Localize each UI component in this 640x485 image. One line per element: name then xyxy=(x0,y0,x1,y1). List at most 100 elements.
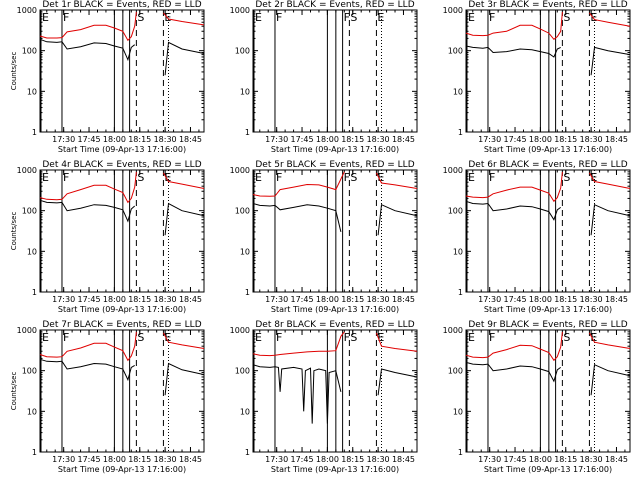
x-tick-label: 18:00 xyxy=(529,135,552,144)
marker-label: E xyxy=(255,171,262,184)
marker-label: F xyxy=(344,171,350,184)
x-axis-label: Start Time (09-Apr-13 17:16:00) xyxy=(58,305,186,314)
y-tick-label: 100 xyxy=(22,367,37,376)
x-tick-label: 17:30 xyxy=(52,295,75,304)
y-tick-label: 1 xyxy=(458,288,463,297)
marker-label: E xyxy=(468,331,475,344)
x-axis-label: Start Time (09-Apr-13 17:16:00) xyxy=(484,145,612,154)
red-lld-line xyxy=(465,11,631,40)
chart-panel-2: Det 2r BLACK = Events, RED = LLD 1 10 100 10… xyxy=(230,0,418,154)
marker-label: S xyxy=(137,331,144,344)
y-tick-label: 100 xyxy=(448,367,463,376)
x-tick-label: 18:15 xyxy=(554,455,577,464)
x-axis-label: Start Time (09-Apr-13 17:16:00) xyxy=(58,465,186,474)
chart-title: Det 1r BLACK = Events, RED = LLD xyxy=(42,0,201,10)
y-tick-label: 1 xyxy=(32,288,37,297)
marker-label: F xyxy=(344,11,350,24)
chart-panel-7: Det 7r BLACK = Events, RED = LLD 1 10 100 10… xyxy=(10,320,205,474)
x-tick-label: 18:00 xyxy=(529,455,552,464)
x-tick-label: 18:15 xyxy=(554,135,577,144)
x-tick-label: 18:15 xyxy=(128,455,151,464)
marker-label: S xyxy=(563,11,570,24)
marker-label: E xyxy=(468,11,475,24)
x-tick-label: 18:15 xyxy=(341,455,364,464)
marker-label: F xyxy=(276,11,282,24)
marker-label: E xyxy=(42,331,49,344)
y-tick-label: 10 xyxy=(240,247,250,256)
y-tick-label: 100 xyxy=(235,47,250,56)
marker-label: E xyxy=(255,331,262,344)
plot-frame xyxy=(39,169,205,293)
x-tick-label: 17:45 xyxy=(503,295,526,304)
y-tick-label: 1 xyxy=(245,288,250,297)
marker-label: F xyxy=(489,11,495,24)
x-tick-label: 17:30 xyxy=(265,135,288,144)
plot-frame xyxy=(465,329,631,453)
marker-label: S xyxy=(137,11,144,24)
y-axis-label: Counts/sec xyxy=(10,212,18,251)
x-tick-label: 18:45 xyxy=(392,455,415,464)
y-tick-label: 1000 xyxy=(230,6,250,15)
y-tick-label: 10 xyxy=(240,407,250,416)
red-lld-line xyxy=(465,171,631,203)
y-tick-label: 1000 xyxy=(230,326,250,335)
marker-label: E xyxy=(377,331,384,344)
x-tick-label: 17:30 xyxy=(265,295,288,304)
marker-label: E xyxy=(377,171,384,184)
marker-label: F xyxy=(276,171,282,184)
x-tick-label: 18:00 xyxy=(103,135,126,144)
marker-label: S xyxy=(563,171,570,184)
chart-title: Det 7r BLACK = Events, RED = LLD xyxy=(42,320,201,330)
marker-label: E xyxy=(590,171,597,184)
x-tick-label: 18:30 xyxy=(367,295,390,304)
y-axis-label: Counts/sec xyxy=(10,372,18,411)
x-tick-label: 18:00 xyxy=(103,295,126,304)
x-axis-label: Start Time (09-Apr-13 17:16:00) xyxy=(484,305,612,314)
chart-title: Det 4r BLACK = Events, RED = LLD xyxy=(42,160,201,170)
x-tick-label: 18:45 xyxy=(179,455,202,464)
x-tick-label: 18:00 xyxy=(316,135,339,144)
y-tick-label: 1000 xyxy=(230,166,250,175)
x-axis-label: Start Time (09-Apr-13 17:16:00) xyxy=(271,145,399,154)
x-tick-label: 17:45 xyxy=(503,135,526,144)
x-tick-label: 18:15 xyxy=(128,295,151,304)
x-axis-label: Start Time (09-Apr-13 17:16:00) xyxy=(271,465,399,474)
y-tick-label: 100 xyxy=(22,207,37,216)
marker-label: S xyxy=(350,171,357,184)
marker-label: E xyxy=(164,171,171,184)
marker-label: F xyxy=(63,331,69,344)
chart-panel-5: Det 5r BLACK = Events, RED = LLD 1 10 100 10… xyxy=(230,160,418,314)
x-tick-label: 18:30 xyxy=(367,135,390,144)
x-tick-label: 17:45 xyxy=(290,135,313,144)
chart-title: Det 5r BLACK = Events, RED = LLD xyxy=(255,160,414,170)
marker-label: E xyxy=(377,11,384,24)
chart-panel-6: Det 6r BLACK = Events, RED = LLD 1 10 100 10… xyxy=(443,160,631,314)
y-tick-label: 1000 xyxy=(17,166,37,175)
y-tick-label: 1 xyxy=(245,128,250,137)
marker-label: S xyxy=(350,331,357,344)
x-tick-label: 18:15 xyxy=(554,295,577,304)
chart-title: Det 8r BLACK = Events, RED = LLD xyxy=(255,320,414,330)
red-lld-line xyxy=(465,331,631,362)
y-tick-label: 1000 xyxy=(443,166,463,175)
marker-label: E xyxy=(42,11,49,24)
y-tick-label: 100 xyxy=(235,367,250,376)
x-tick-label: 17:45 xyxy=(77,455,100,464)
plot-frame xyxy=(39,9,205,133)
plot-frame xyxy=(465,169,631,293)
black-events-line xyxy=(39,199,205,236)
y-tick-label: 100 xyxy=(235,207,250,216)
x-tick-label: 18:45 xyxy=(179,135,202,144)
x-tick-label: 18:00 xyxy=(316,455,339,464)
x-tick-label: 17:45 xyxy=(290,295,313,304)
x-tick-label: 18:30 xyxy=(154,295,177,304)
x-tick-label: 17:45 xyxy=(290,455,313,464)
marker-label: E xyxy=(468,171,475,184)
marker-label: F xyxy=(489,171,495,184)
chart-title: Det 6r BLACK = Events, RED = LLD xyxy=(468,160,627,170)
black-events-line xyxy=(39,358,205,396)
marker-label: E xyxy=(590,11,597,24)
y-axis-label: Counts/sec xyxy=(10,52,18,91)
